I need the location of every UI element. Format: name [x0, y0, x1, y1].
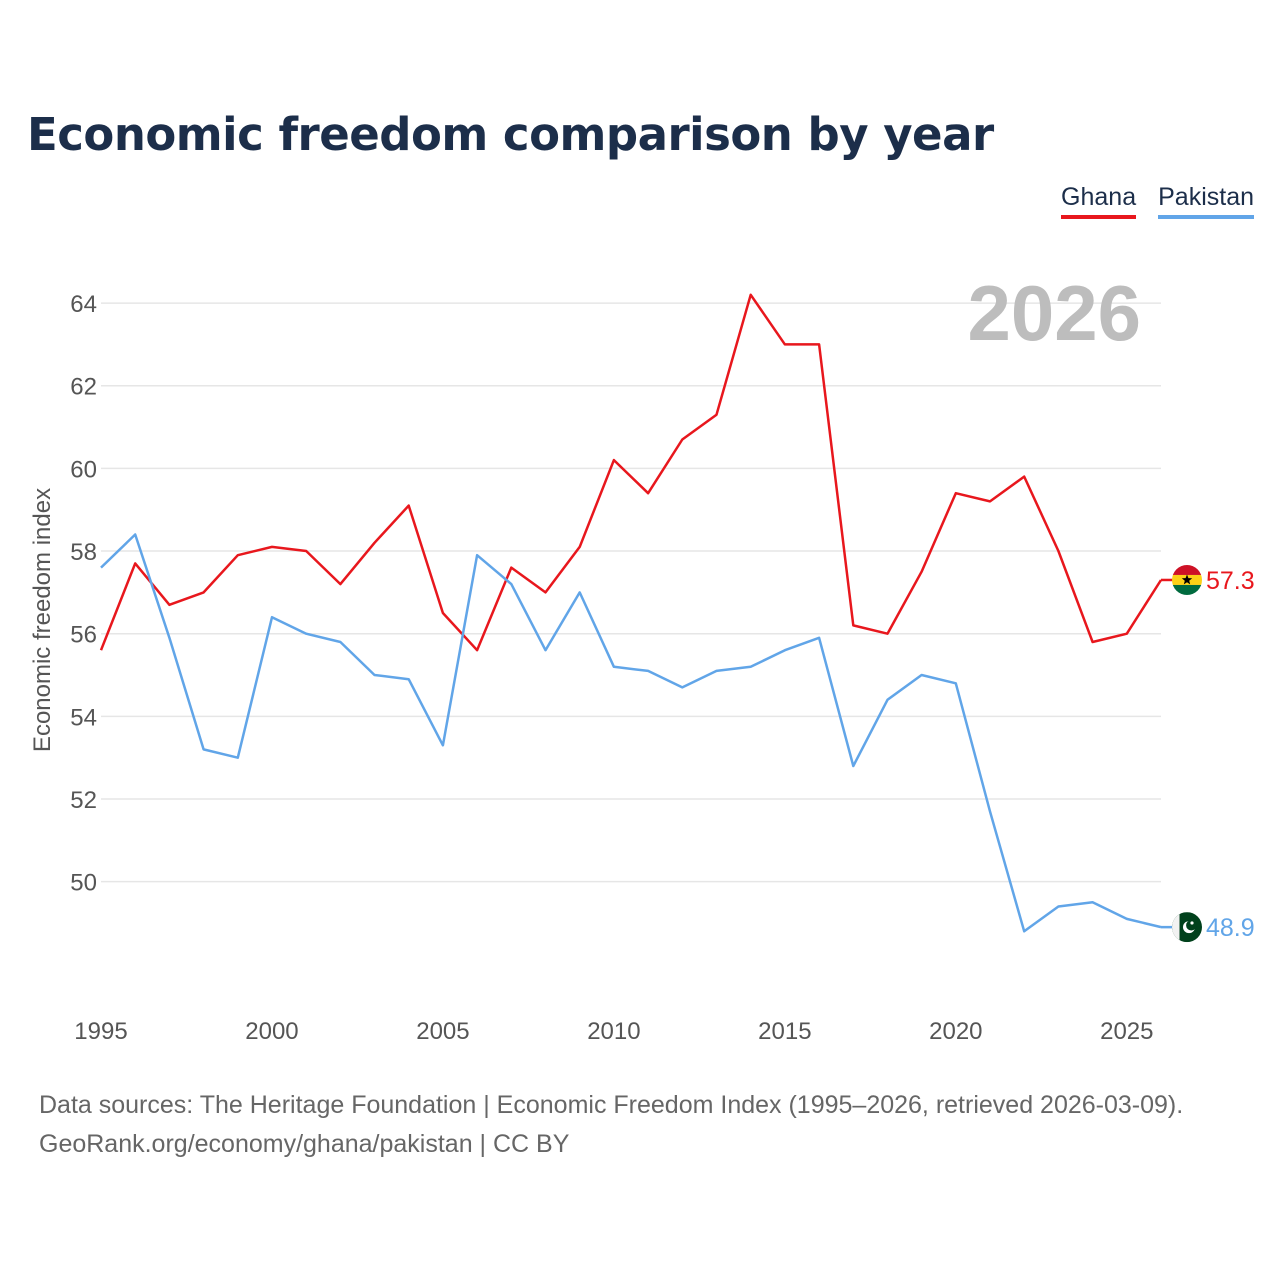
legend: Ghana Pakistan: [1061, 183, 1254, 219]
chart-title: Economic freedom comparison by year: [27, 108, 994, 161]
y-tick-label: 62: [70, 374, 97, 401]
legend-item-ghana[interactable]: Ghana: [1061, 183, 1137, 219]
x-tick-label: 2020: [929, 1018, 982, 1045]
x-tick-label: 2025: [1100, 1018, 1153, 1045]
series-line-pakistan[interactable]: [100, 533, 1162, 933]
x-tick-label: 2000: [245, 1018, 298, 1045]
end-markers: 57.3 48.9: [1161, 564, 1255, 943]
pakistan-flag-icon: [1172, 912, 1202, 943]
y-tick-label: 56: [70, 622, 97, 649]
y-tick-label: 50: [70, 870, 97, 897]
legend-item-pakistan[interactable]: Pakistan: [1158, 183, 1254, 219]
x-tick-label: 2015: [758, 1018, 811, 1045]
source-line-2[interactable]: GeoRank.org/economy/ghana/pakistan | CC …: [39, 1130, 570, 1158]
source-line-1: Data sources: The Heritage Foundation | …: [39, 1091, 1184, 1119]
x-tick-label: 1995: [74, 1018, 127, 1045]
source-note: Data sources: The Heritage Foundation | …: [39, 1086, 1183, 1164]
x-tick-label: 2010: [587, 1018, 640, 1045]
x-axis-ticks: 1995 2000 2005 2010 2015 2020 2025: [74, 1018, 1153, 1045]
y-axis-ticks: 50 52 54 56 58 60 62 64: [70, 291, 97, 897]
y-axis-label: Economic freedom index: [29, 488, 56, 752]
end-value-label-pakistan: 48.9: [1206, 914, 1255, 942]
y-tick-label: 58: [70, 539, 97, 566]
grid-lines: [101, 302, 1161, 883]
x-tick-label: 2005: [416, 1018, 469, 1045]
series-line-ghana[interactable]: [99, 293, 1163, 652]
ghana-flag-icon: [1172, 564, 1202, 595]
y-tick-label: 64: [70, 291, 97, 318]
y-tick-label: 54: [70, 704, 97, 731]
end-value-label-ghana: 57.3: [1206, 567, 1255, 595]
y-tick-label: 60: [70, 456, 97, 483]
series-lines: [99, 293, 1163, 933]
year-watermark: 2026: [967, 269, 1141, 357]
y-tick-label: 52: [70, 787, 97, 814]
